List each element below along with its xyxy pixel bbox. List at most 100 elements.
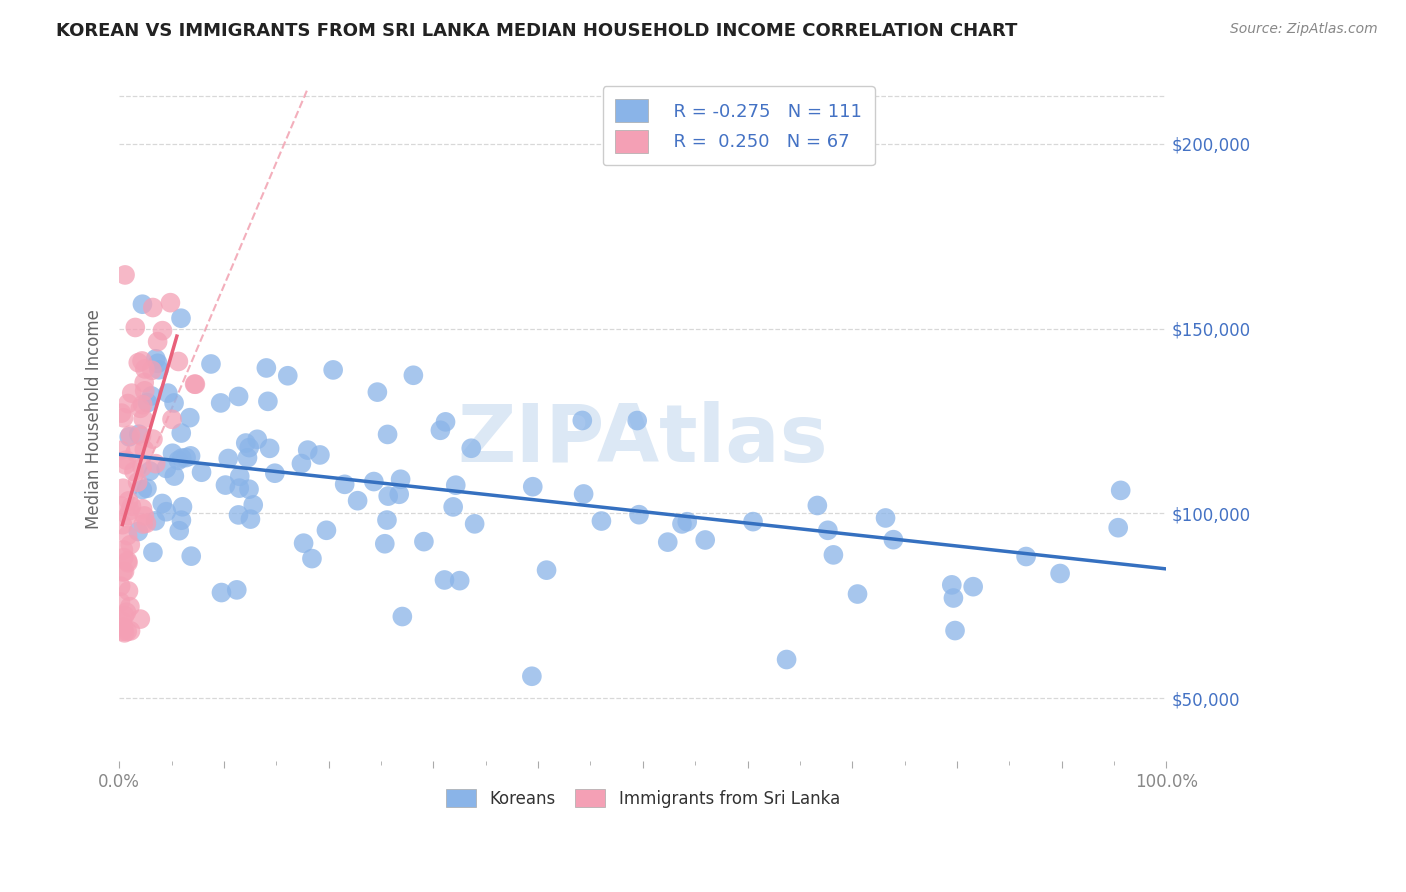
Point: [170, 451, 193, 466]
Point: [242, 498, 264, 512]
Point: [162, 446, 184, 460]
Point: [131, 460, 153, 475]
Point: [136, 481, 159, 495]
Point: [135, 516, 157, 531]
Point: [132, 412, 155, 426]
Point: [942, 591, 965, 605]
Point: [1107, 521, 1129, 535]
Point: [128, 427, 150, 442]
Point: [110, 443, 132, 458]
Point: [823, 548, 845, 562]
Point: [170, 311, 193, 326]
Point: [110, 499, 132, 513]
Point: [111, 615, 134, 629]
Point: [152, 324, 174, 338]
Point: [254, 361, 277, 376]
Point: [246, 432, 269, 446]
Point: [114, 458, 136, 472]
Point: [520, 669, 543, 683]
Point: [377, 427, 399, 442]
Point: [127, 475, 149, 490]
Y-axis label: Median Household Income: Median Household Income: [86, 310, 103, 529]
Point: [145, 351, 167, 366]
Point: [200, 357, 222, 371]
Point: [846, 587, 869, 601]
Point: [433, 573, 456, 587]
Point: [160, 412, 183, 426]
Point: [228, 481, 250, 495]
Point: [120, 538, 142, 552]
Point: [139, 464, 162, 478]
Point: [115, 624, 138, 639]
Point: [184, 377, 207, 392]
Point: [143, 514, 166, 528]
Point: [775, 652, 797, 666]
Point: [134, 508, 156, 523]
Point: [239, 512, 262, 526]
Point: [134, 442, 156, 457]
Point: [110, 406, 132, 420]
Point: [124, 445, 146, 459]
Point: [145, 457, 167, 471]
Point: [297, 443, 319, 458]
Point: [375, 513, 398, 527]
Point: [301, 551, 323, 566]
Point: [131, 297, 153, 311]
Point: [943, 624, 966, 638]
Point: [114, 268, 136, 282]
Point: [292, 536, 315, 550]
Point: [134, 376, 156, 390]
Point: [129, 401, 152, 416]
Point: [236, 450, 259, 465]
Point: [115, 605, 138, 619]
Point: [131, 483, 153, 497]
Text: Source: ZipAtlas.com: Source: ZipAtlas.com: [1230, 22, 1378, 37]
Point: [460, 442, 482, 456]
Point: [117, 556, 139, 570]
Point: [132, 398, 155, 412]
Point: [121, 499, 143, 513]
Point: [142, 545, 165, 559]
Point: [141, 363, 163, 377]
Point: [180, 449, 202, 463]
Point: [875, 511, 897, 525]
Point: [150, 496, 173, 510]
Point: [134, 384, 156, 398]
Point: [174, 450, 197, 465]
Point: [131, 501, 153, 516]
Point: [277, 368, 299, 383]
Point: [464, 516, 486, 531]
Point: [167, 354, 190, 368]
Point: [259, 442, 281, 456]
Point: [170, 425, 193, 440]
Point: [214, 478, 236, 492]
Point: [114, 608, 136, 623]
Point: [333, 477, 356, 491]
Point: [444, 478, 467, 492]
Point: [388, 487, 411, 501]
Point: [179, 410, 201, 425]
Point: [1015, 549, 1038, 564]
Point: [522, 480, 544, 494]
Point: [211, 585, 233, 599]
Point: [374, 537, 396, 551]
Point: [120, 428, 142, 442]
Point: [238, 441, 260, 455]
Point: [962, 580, 984, 594]
Point: [136, 395, 159, 409]
Point: [1049, 566, 1071, 581]
Point: [110, 579, 132, 593]
Point: [228, 508, 250, 522]
Point: [571, 413, 593, 427]
Point: [111, 565, 134, 579]
Point: [117, 494, 139, 508]
Point: [402, 368, 425, 383]
Point: [429, 423, 451, 437]
Point: [676, 515, 699, 529]
Point: [148, 363, 170, 377]
Point: [114, 625, 136, 640]
Point: [172, 500, 194, 514]
Point: [127, 356, 149, 370]
Point: [129, 612, 152, 626]
Point: [183, 377, 205, 392]
